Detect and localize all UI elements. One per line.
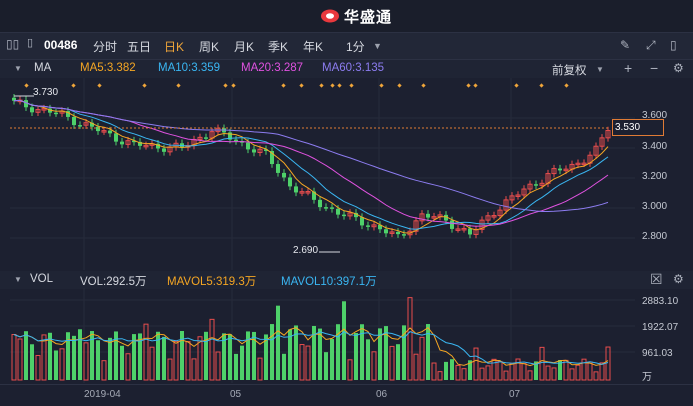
tab-period-7[interactable]: 1分 bbox=[346, 40, 365, 54]
vol-unit: 万 bbox=[642, 372, 652, 383]
volume-ma-lines bbox=[13, 327, 609, 367]
sidebar-toggle-icon[interactable]: ▯▯ bbox=[6, 37, 20, 51]
pen-icon[interactable]: ✎ bbox=[620, 38, 631, 52]
volume-bars bbox=[11, 297, 611, 381]
tab-period-3[interactable]: 周K bbox=[199, 40, 220, 54]
tab-period-1[interactable]: 五日 bbox=[127, 40, 152, 54]
volume-chart[interactable] bbox=[0, 288, 693, 383]
expand-icon[interactable]: ⤢ bbox=[646, 38, 656, 52]
vol-tick-2: 961.03 bbox=[642, 348, 673, 359]
ma5-value: MA5:3.382 bbox=[80, 62, 136, 74]
ma-lines bbox=[13, 99, 609, 234]
high-pointer-icon bbox=[14, 95, 34, 97]
date-label-0: 2019-04 bbox=[84, 389, 121, 400]
add-indicator-icon[interactable]: + bbox=[624, 60, 633, 76]
app-title: 华盛通 bbox=[344, 8, 393, 26]
mavol5-value: MAVOL5:319.3万 bbox=[167, 276, 257, 288]
ma-collapse-icon[interactable]: ▼ bbox=[14, 64, 22, 73]
app-logo: 华盛通 bbox=[320, 6, 392, 26]
event-markers bbox=[24, 83, 569, 88]
minus-icon[interactable]: − bbox=[650, 60, 659, 76]
ma-indicator-bar: ▼ MA MA5:3.382 MA10:3.359 MA20:3.287 MA6… bbox=[0, 60, 693, 78]
low-pointer-icon bbox=[319, 251, 340, 253]
ma10-value: MA10:3.359 bbox=[158, 62, 221, 74]
date-label-1: 05 bbox=[230, 389, 242, 400]
tab-period-0[interactable]: 分时 bbox=[93, 40, 118, 54]
vol-collapse-icon[interactable]: ▼ bbox=[14, 275, 22, 284]
date-label-2: 06 bbox=[376, 389, 388, 400]
price-tick-1: 3.400 bbox=[642, 141, 668, 152]
panel-icon[interactable]: ▯ bbox=[670, 38, 677, 52]
adjust-select[interactable]: 前复权 bbox=[552, 65, 587, 77]
price-tick-0: 3.600 bbox=[642, 110, 668, 121]
huasheng-logo-icon bbox=[321, 9, 339, 23]
vol-value: VOL:292.5万 bbox=[80, 276, 147, 288]
price-tick-4: 2.800 bbox=[642, 231, 668, 242]
tab-period-2[interactable]: 日K bbox=[164, 40, 185, 54]
vol-close-icon[interactable]: ☒ bbox=[650, 271, 663, 287]
vol-tick-1: 1922.07 bbox=[642, 322, 679, 333]
vol-name[interactable]: VOL bbox=[30, 273, 54, 285]
vol-tick-0: 2883.10 bbox=[642, 296, 679, 307]
date-label-3: 07 bbox=[509, 389, 521, 400]
chart-toolbar: ▯▯ ▯ 00486 分时 五日 日K 周K 月K 季K 年K 1分 ▼ ✎ ⤢… bbox=[0, 32, 693, 60]
ma60-value: MA60:3.135 bbox=[322, 62, 385, 74]
date-axis: 2019-04 05 06 07 bbox=[0, 384, 693, 406]
gear-icon[interactable]: ⚙ bbox=[673, 61, 684, 75]
tab-period-4[interactable]: 月K bbox=[234, 40, 255, 54]
candlestick-chart[interactable] bbox=[0, 78, 693, 270]
price-tick-3: 3.000 bbox=[642, 201, 668, 212]
price-tick-2: 3.200 bbox=[642, 171, 668, 182]
vol-gear-icon[interactable]: ⚙ bbox=[673, 272, 684, 286]
chevron-down-icon[interactable]: ▼ bbox=[373, 41, 382, 51]
title-bar: 华盛通 bbox=[0, 0, 693, 32]
tab-period-6[interactable]: 年K bbox=[303, 40, 324, 54]
ma-name[interactable]: MA bbox=[34, 62, 52, 74]
low-label: 2.690 bbox=[293, 245, 319, 256]
stock-code[interactable]: 00486 bbox=[44, 38, 78, 52]
current-price-tag: 3.530 bbox=[612, 119, 664, 136]
tab-period-5[interactable]: 季K bbox=[268, 40, 289, 54]
volume-grid bbox=[10, 288, 635, 383]
adjust-chevron-icon[interactable]: ▼ bbox=[596, 65, 604, 74]
mavol10-value: MAVOL10:397.1万 bbox=[281, 276, 377, 288]
price-grid bbox=[10, 78, 635, 270]
vol-indicator-bar: ▼ VOL VOL:292.5万 MAVOL5:319.3万 MAVOL10:3… bbox=[0, 271, 693, 289]
collapse-icon[interactable]: ▯ bbox=[27, 37, 34, 49]
high-label: 3.730 bbox=[33, 87, 59, 98]
ma20-value: MA20:3.287 bbox=[241, 62, 304, 74]
